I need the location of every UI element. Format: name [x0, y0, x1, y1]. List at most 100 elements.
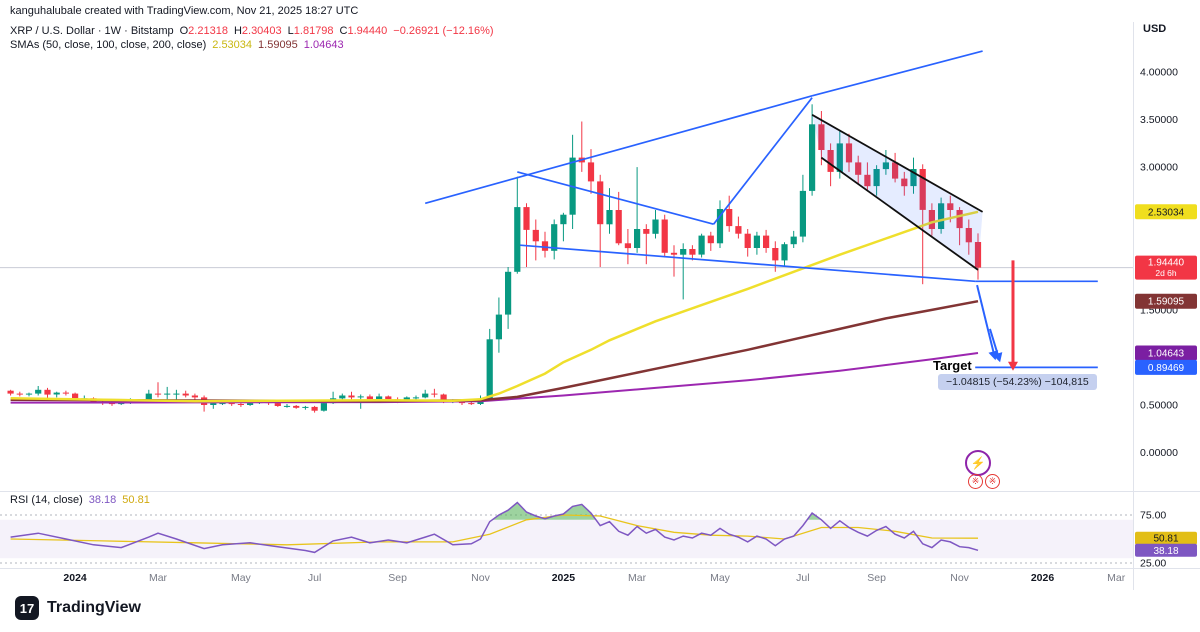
price-badge-value: 1.59095 — [1148, 297, 1185, 308]
arrow-drawing[interactable] — [989, 328, 1003, 363]
candle-body — [597, 181, 604, 225]
candle-body — [551, 224, 558, 251]
candle-body — [965, 228, 972, 243]
rsi-tick-label: 25.00 — [1140, 558, 1166, 570]
candle-body — [523, 207, 530, 230]
price-badge — [1135, 255, 1197, 280]
price-tick-label: 0.50000 — [1140, 400, 1178, 412]
rsi-badge-value: 38.18 — [1153, 546, 1178, 557]
target-label: Target — [933, 358, 972, 373]
arrow-drawing[interactable] — [1008, 260, 1018, 371]
price-tick-label: 0.00000 — [1140, 447, 1178, 459]
candle-body — [164, 393, 171, 395]
time-tick-label: Mar — [149, 572, 168, 584]
candle-body — [283, 405, 291, 407]
trendline-drawings[interactable] — [424, 50, 1098, 369]
candle-body — [735, 226, 742, 234]
trendline — [424, 94, 813, 205]
candle-body — [7, 390, 14, 394]
time-tick-label: Jul — [796, 572, 809, 584]
candle-body — [634, 229, 641, 248]
candle-body — [274, 403, 281, 406]
candle-body — [210, 403, 217, 405]
rsi-legend-label: RSI (14, close) — [10, 494, 83, 506]
attribution-text: kanguhalubale created with TradingView.c… — [10, 5, 359, 17]
price-tick-label: 3.50000 — [1140, 114, 1178, 126]
symbol-legend[interactable]: XRP / U.S. Dollar · 1W · Bitstamp O2.213… — [10, 25, 494, 37]
candle-body — [514, 207, 521, 272]
candle-body — [661, 219, 668, 253]
sma50-line[interactable] — [10, 210, 979, 403]
target-measure-box[interactable]: −1.04815 (−54.23%) −104,815 — [938, 374, 1097, 390]
candle-body — [790, 236, 797, 245]
candle-body — [818, 124, 825, 150]
candle-body — [108, 403, 116, 405]
candle-body — [247, 403, 254, 405]
candle-body — [680, 249, 687, 255]
candle-body — [606, 210, 613, 225]
ohlc-low: L1.81798 — [287, 25, 334, 37]
candle-body — [495, 314, 502, 340]
time-tick-label: 2026 — [1031, 572, 1055, 584]
pane-borders — [0, 22, 1200, 590]
candle-body — [532, 229, 539, 242]
candle-body — [928, 210, 935, 229]
price-badge — [1135, 204, 1197, 220]
candle-body — [560, 214, 567, 225]
candle-body — [744, 233, 751, 248]
time-tick-label: Mar — [1107, 572, 1126, 584]
trendline — [811, 50, 983, 97]
time-tick-label: Nov — [471, 572, 490, 584]
red-stamp-icon: ※ — [968, 474, 983, 489]
candle-body — [72, 393, 79, 399]
candle-body — [698, 235, 705, 255]
candle-body — [228, 403, 235, 405]
candle-body — [16, 393, 23, 395]
candle-body — [643, 229, 650, 234]
candle-body — [293, 405, 300, 408]
candle-body — [882, 162, 889, 170]
change-value: −0.26921 (−12.16%) — [393, 25, 494, 37]
sma-legend[interactable]: SMAs (50, close, 100, close, 200, close)… — [10, 39, 344, 51]
rsi-tick-label: 75.00 — [1140, 510, 1166, 522]
ohlc-high: H2.30403 — [233, 25, 282, 37]
arrow-drawing[interactable] — [976, 284, 999, 361]
candle-body — [587, 162, 595, 182]
candle-body — [339, 395, 346, 399]
candle-body — [173, 393, 180, 395]
red-stamp-stickers[interactable]: ※ ※ — [968, 474, 1000, 489]
rsi-legend[interactable]: RSI (14, close) 38.18 50.81 — [10, 494, 150, 506]
candle-body — [431, 393, 438, 395]
candle-body — [781, 244, 788, 261]
candle-body — [348, 395, 355, 398]
tradingview-logo[interactable]: 17 TradingView — [15, 596, 141, 620]
sma200-value: 1.04643 — [303, 39, 344, 51]
candle-body — [118, 403, 125, 405]
descending-channel-drawing[interactable] — [811, 114, 984, 271]
price-scale[interactable]: 4.000003.500003.000001.500000.500000.000… — [1135, 67, 1197, 460]
candle-body — [357, 396, 364, 398]
candle-body — [191, 395, 198, 398]
candle-body — [873, 169, 880, 187]
candle-body — [35, 389, 42, 394]
candle-body — [753, 235, 760, 248]
candle-body — [855, 162, 862, 175]
candle-body — [919, 169, 926, 210]
lightning-sticker-icon[interactable]: ⚡ — [965, 450, 991, 476]
candle-body — [44, 389, 51, 395]
candle-body — [385, 396, 392, 400]
candle-body — [302, 406, 309, 408]
price-badge-value: 1.04643 — [1148, 349, 1185, 360]
candle-body — [726, 209, 733, 227]
candle-body — [154, 393, 162, 395]
time-scale[interactable]: 2024 Mar May Jul Sep Nov 2025 Mar May Jul Sep Nov 20… — [63, 572, 1125, 584]
time-tick-label: May — [231, 572, 252, 584]
sma100-line[interactable] — [10, 299, 979, 403]
candle-body — [440, 394, 447, 402]
candle-body — [624, 243, 631, 249]
candle-body — [836, 143, 843, 172]
candle-body — [901, 178, 908, 187]
symbol-title[interactable]: XRP / U.S. Dollar · 1W · Bitstamp — [10, 25, 174, 37]
